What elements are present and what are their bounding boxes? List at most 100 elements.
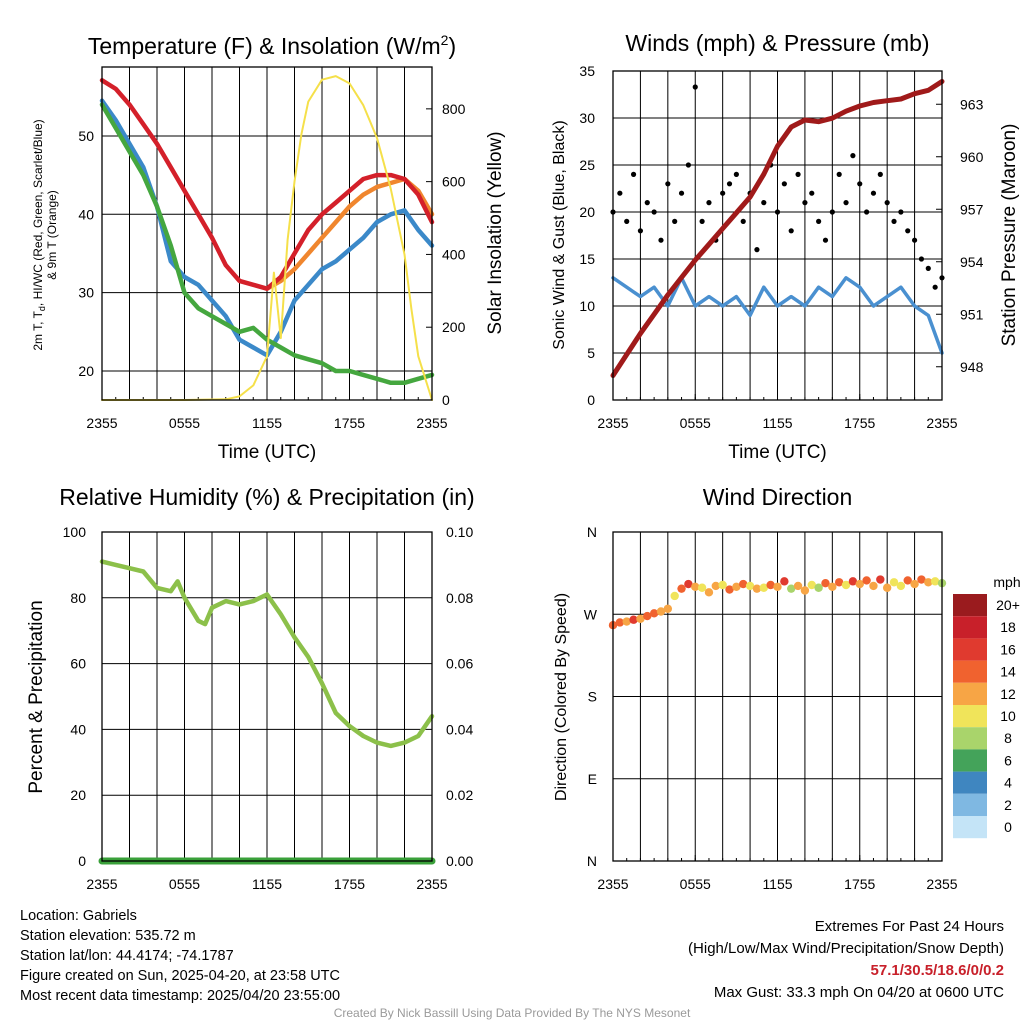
gust-point [788,228,794,234]
dir-point [780,577,789,586]
speed-legend-swatch [953,816,987,839]
gust-point [678,190,685,196]
gust-point [809,190,815,196]
rh-x-tick-label: 2355 [416,876,447,892]
gust-point [864,209,870,215]
wind-x-tick-label: 2355 [597,415,628,431]
solar-insolation-series [101,75,433,401]
speed-legend-label: 12 [1000,686,1016,702]
temp-x-tick-label: 2355 [86,415,117,431]
gust-point [774,209,781,215]
temp-y2-label: Solar Insolation (Yellow) [485,131,506,334]
wind-y-label: Sonic Wind & Gust (Blue, Black) [551,120,568,349]
wind-frame [612,70,943,401]
rh-y-label: Percent & Precipitation [26,600,47,793]
dir-point [629,615,638,624]
dir-point [793,581,803,591]
dir-point [841,580,851,590]
gust-point [857,181,863,187]
temp-y2-tick-label: 400 [442,246,466,262]
gust-point [836,171,842,177]
speed-legend-label: 16 [1000,641,1016,657]
temp-y-tick-label: 50 [78,128,94,144]
speed-legend-swatch [953,616,987,639]
speed-legend-label: 10 [1000,708,1016,724]
station-latlon: Station lat/lon: 44.4174; -74.1787 [20,948,234,964]
wind-y2-tick-label: 960 [960,149,984,165]
dir-point [800,586,810,595]
wind-x-tick-label: 0555 [680,415,711,431]
temp-y-label-line1: 2m T, T [31,310,45,350]
station-location: Location: Gabriels [20,908,137,924]
gust-point [911,237,918,243]
rh-y2-tick-label: 0.10 [446,524,473,540]
gust-point [740,218,746,224]
dir-point [739,579,748,589]
dir-point [643,611,652,621]
dir-point [896,581,906,591]
rh-y-tick-label: 20 [70,787,86,803]
gust-point [754,247,760,253]
dir-point [828,582,837,592]
dir-point [882,583,892,592]
rh-title: Relative Humidity (%) & Precipitation (i… [59,484,474,510]
max-gust: Max Gust: 33.3 mph On 04/20 at 0600 UTC [713,984,1004,1001]
wind-x-tick-label: 1155 [762,415,792,431]
speed-legend: mph 20+ 18 16 14 12 10 8 6 4 2 0 [953,574,1021,839]
gust-point [843,200,849,206]
figure-created: Figure created on Sun, 2025-04-20, at 23… [20,968,340,984]
dir-point [615,618,625,627]
rh-x-tick-label: 1155 [252,876,282,892]
dir-x-tick-label: 1755 [844,876,875,892]
dir-point [766,580,775,590]
dir-point [732,582,741,592]
dir-point [814,583,823,592]
dir-point [725,585,734,594]
temp-y-tick-label: 20 [78,363,94,379]
dir-y-tick-label: N [587,524,597,540]
gust-point [617,190,623,196]
gust-point [685,162,691,168]
dir-x-tick-label: 2355 [597,876,628,892]
dir-point [656,607,666,616]
temp-y-tick-label: 40 [78,206,94,222]
wind-title: Winds (mph) & Pressure (mb) [625,30,929,56]
gust-point [665,181,671,187]
dir-y-label: Direction (Colored By Speed) [553,593,570,801]
rh-y-tick-label: 0 [78,853,86,869]
speed-legend-label: 18 [1000,619,1016,635]
dir-y-tick-label: E [588,771,597,787]
speed-legend-swatch [953,749,987,772]
dir-title: Wind Direction [703,484,853,510]
temp-y2-tick-label: 0 [442,392,450,408]
dir-point [821,578,830,588]
dir-point [869,581,878,591]
gust-point [816,218,822,224]
speed-legend-label: 8 [1004,730,1012,746]
gust-point [658,237,664,243]
rh-y2-tick-label: 0.04 [446,721,473,737]
rh-y-tick-label: 80 [70,590,86,606]
sonic-wind-series [611,276,944,355]
dir-point [876,575,885,584]
gust-point [884,200,890,206]
gust-point [720,190,726,196]
dir-point [684,579,693,589]
speed-legend-label: 20+ [996,597,1020,613]
wind-y2-tick-label: 954 [960,254,984,270]
rh-y2-tick-label: 0.02 [446,787,473,803]
station-elevation: Station elevation: 535.72 m [20,928,196,944]
rh-x-tick-label: 1755 [334,876,365,892]
dir-point [917,575,926,584]
dir-point [649,609,659,618]
speed-legend-label: 0 [1004,819,1012,835]
gust-point [870,190,877,196]
gust-point [637,228,644,234]
wind-panel: 2355 0555 1155 1755 235505101520253035948951… [551,30,1020,463]
dir-x-tick-label: 0555 [680,876,711,892]
dir-point [787,584,796,593]
gust-point [692,84,698,90]
temp-title: Temperature (F) & Insolation (W/m2) [88,32,456,59]
station-info: Location: Gabriels Station elevation: 53… [20,906,340,1006]
